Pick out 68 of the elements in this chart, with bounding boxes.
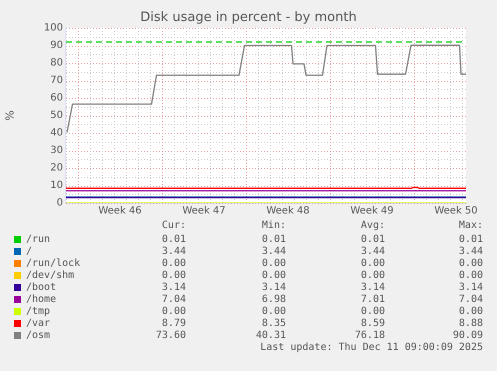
text: 73.60: [154, 330, 186, 342]
text: 0.00: [160, 306, 186, 318]
text: 3.14: [360, 282, 385, 294]
x-tick-label: Week 48: [266, 206, 310, 217]
text: Cur:: [160, 220, 186, 232]
text: 0.01: [360, 234, 385, 246]
y-tick-label: 0: [56, 198, 63, 209]
y-tick-label: 60: [50, 92, 63, 104]
legend-label: /run/lock: [26, 258, 80, 270]
y-tick-label: 90: [50, 40, 63, 52]
text: 3.44: [458, 246, 483, 258]
text: 0.00: [160, 258, 186, 270]
text: 8.59: [360, 318, 385, 330]
chart-title: Disk usage in percent - by month: [140, 10, 357, 25]
text: 8.79: [160, 318, 186, 330]
x-tick-label: Week 49: [350, 206, 394, 217]
text: 0.00: [458, 258, 483, 270]
text: 3.44: [260, 246, 286, 258]
text: 0.00: [260, 306, 286, 318]
y-tick-label: 10: [50, 180, 63, 192]
text: Last update: Thu Dec 11 09:00:09 2025: [260, 342, 483, 354]
y-tick-label: 50: [50, 110, 63, 122]
text: 76.18: [354, 330, 385, 342]
text: 40.31: [254, 330, 286, 342]
text: 3.14: [260, 282, 286, 294]
text: 8.35: [260, 318, 286, 330]
y-tick-label: 30: [50, 145, 63, 156]
legend-label: /tmp: [26, 306, 50, 318]
x-tick-label: Week 50: [434, 206, 478, 217]
y-tick-label: 100: [44, 22, 63, 34]
legend-label: /dev/shm: [26, 270, 74, 282]
text: 8.88: [458, 318, 483, 330]
y-axis-title: %: [3, 110, 16, 121]
legend-label: /osm: [26, 330, 50, 342]
x-tick-label: Week 47: [182, 206, 226, 217]
legend-label: /: [26, 246, 32, 258]
text: 3.44: [160, 246, 186, 258]
text: 0.00: [458, 306, 483, 318]
text: 7.04: [160, 294, 186, 306]
text: 0.00: [260, 258, 286, 270]
text: Min:: [260, 220, 286, 232]
text: 0.01: [260, 234, 286, 246]
text: Avg:: [360, 220, 385, 232]
legend-label: /run: [26, 234, 50, 246]
text: 3.14: [458, 282, 483, 294]
text: 0.00: [360, 258, 385, 270]
legend-label: /boot: [26, 282, 56, 294]
text: 3.14: [160, 282, 186, 294]
y-tick-label: 40: [50, 128, 63, 139]
text: 7.01: [360, 294, 385, 306]
text: 0.00: [458, 270, 483, 282]
text: 0.00: [160, 270, 186, 282]
y-tick-label: 70: [50, 75, 63, 86]
legend-label: /home: [26, 294, 56, 306]
legend-label: /var: [26, 318, 50, 330]
y-tick-label: 80: [50, 58, 63, 69]
text: 0.00: [260, 270, 286, 282]
y-tick-label: 20: [50, 162, 63, 174]
text: 0.01: [458, 234, 483, 246]
text: 7.04: [458, 294, 483, 306]
text: Max:: [458, 220, 483, 232]
x-tick-label: Week 46: [98, 206, 142, 217]
text: 90.09: [452, 330, 483, 342]
text: 0.01: [160, 234, 186, 246]
text: 0.00: [360, 270, 385, 282]
text: 0.00: [360, 306, 385, 318]
text: 6.98: [260, 294, 286, 306]
text: 3.44: [360, 246, 385, 258]
